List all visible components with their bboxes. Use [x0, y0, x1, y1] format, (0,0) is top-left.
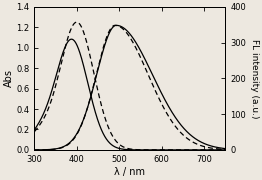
X-axis label: λ / nm: λ / nm	[114, 166, 145, 177]
Y-axis label: FL intensity (a.u.): FL intensity (a.u.)	[249, 39, 259, 118]
Y-axis label: Abs: Abs	[3, 69, 13, 87]
